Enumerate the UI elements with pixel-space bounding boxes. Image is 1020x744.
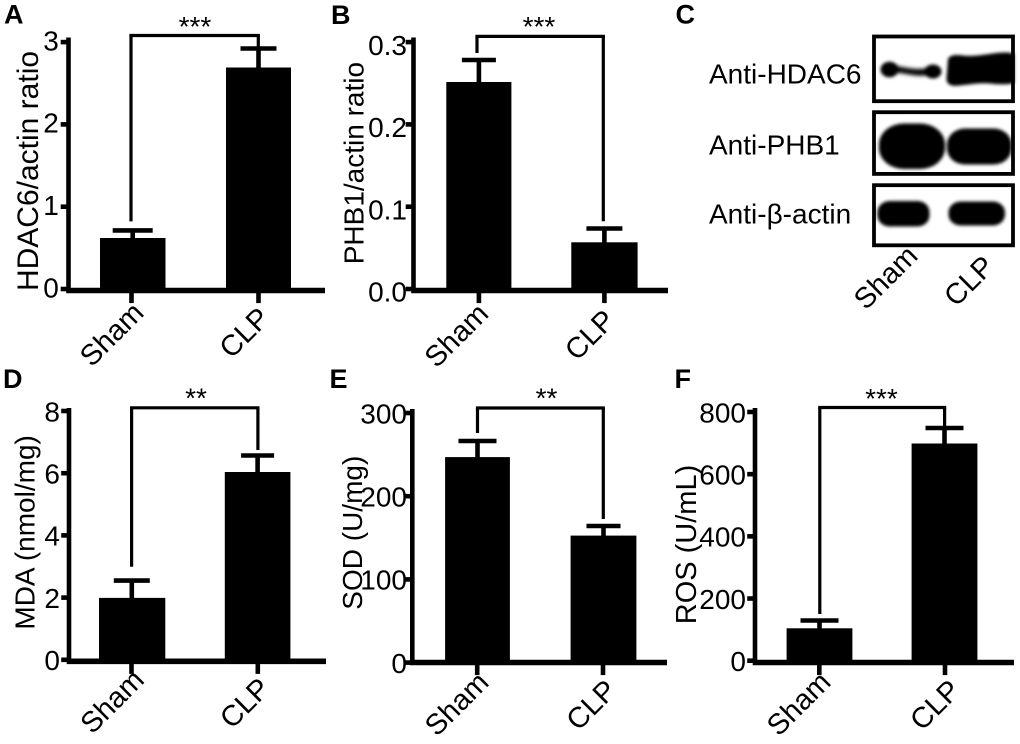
svg-text:8: 8 [44, 396, 60, 427]
svg-text:***: *** [865, 383, 898, 414]
svg-text:0: 0 [391, 648, 407, 679]
svg-text:400: 400 [699, 522, 746, 553]
svg-text:200: 200 [360, 482, 407, 513]
svg-text:E: E [330, 364, 348, 394]
svg-text:PHB1/actin ratio: PHB1/actin ratio [339, 62, 370, 264]
svg-text:2: 2 [44, 583, 60, 614]
svg-text:4: 4 [44, 521, 60, 552]
svg-text:0: 0 [43, 272, 59, 303]
svg-text:A: A [4, 0, 24, 30]
svg-text:6: 6 [44, 459, 60, 490]
svg-text:**: ** [536, 382, 558, 413]
svg-text:3: 3 [43, 25, 59, 56]
svg-text:MDA (nmol/mg): MDA (nmol/mg) [9, 435, 40, 629]
svg-text:0: 0 [44, 645, 60, 676]
svg-text:HDAC6/actin ratio: HDAC6/actin ratio [12, 51, 45, 291]
svg-text:800: 800 [699, 397, 746, 428]
svg-text:0.2: 0.2 [368, 112, 407, 143]
svg-text:Anti-β-actin: Anti-β-actin [709, 199, 851, 230]
svg-text:**: ** [185, 382, 207, 413]
svg-text:200: 200 [699, 584, 746, 615]
svg-text:100: 100 [360, 565, 407, 596]
svg-text:0: 0 [730, 646, 746, 677]
svg-text:***: *** [179, 11, 212, 42]
svg-text:***: *** [523, 11, 556, 42]
svg-text:0.3: 0.3 [368, 30, 407, 61]
svg-text:0.0: 0.0 [368, 277, 407, 308]
svg-text:2: 2 [43, 108, 59, 139]
svg-text:0.1: 0.1 [368, 194, 407, 225]
svg-text:1: 1 [43, 190, 59, 221]
svg-text:C: C [676, 0, 696, 30]
svg-text:F: F [675, 364, 692, 394]
svg-text:ROS (U/mL): ROS (U/mL) [671, 465, 703, 625]
svg-text:Anti-PHB1: Anti-PHB1 [709, 130, 840, 161]
svg-text:300: 300 [360, 398, 407, 429]
svg-text:SOD (U/mg): SOD (U/mg) [337, 456, 368, 610]
svg-text:Anti-HDAC6: Anti-HDAC6 [709, 59, 861, 90]
svg-text:B: B [331, 0, 351, 30]
svg-text:600: 600 [699, 459, 746, 490]
svg-text:D: D [3, 364, 23, 394]
